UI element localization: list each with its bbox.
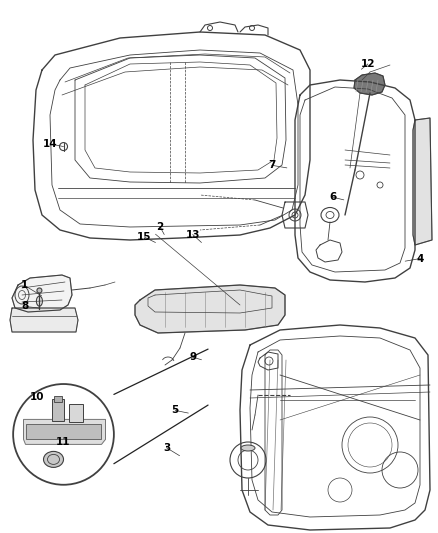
Text: 12: 12: [360, 59, 375, 69]
Text: 10: 10: [30, 392, 45, 402]
Text: 5: 5: [172, 406, 179, 415]
Text: 6: 6: [329, 192, 336, 202]
Text: 1: 1: [21, 280, 28, 290]
Circle shape: [13, 384, 114, 485]
Ellipse shape: [241, 445, 255, 451]
Text: 3: 3: [163, 443, 170, 453]
Ellipse shape: [37, 288, 42, 293]
Polygon shape: [12, 275, 72, 312]
Bar: [25, 424, 100, 439]
Text: 11: 11: [56, 438, 71, 447]
Text: 9: 9: [189, 352, 196, 362]
Bar: [68, 405, 82, 422]
Text: 8: 8: [22, 302, 29, 311]
Polygon shape: [10, 308, 78, 332]
Text: 2: 2: [156, 222, 163, 231]
Ellipse shape: [43, 451, 64, 467]
Polygon shape: [354, 73, 385, 95]
Text: 14: 14: [43, 139, 58, 149]
Polygon shape: [135, 285, 285, 333]
Bar: [53, 397, 61, 402]
Text: 4: 4: [417, 254, 424, 263]
Text: 7: 7: [268, 160, 275, 170]
Text: 15: 15: [137, 232, 152, 242]
Bar: [52, 399, 64, 422]
Polygon shape: [24, 419, 106, 445]
Text: 13: 13: [185, 230, 200, 239]
Polygon shape: [413, 118, 432, 245]
